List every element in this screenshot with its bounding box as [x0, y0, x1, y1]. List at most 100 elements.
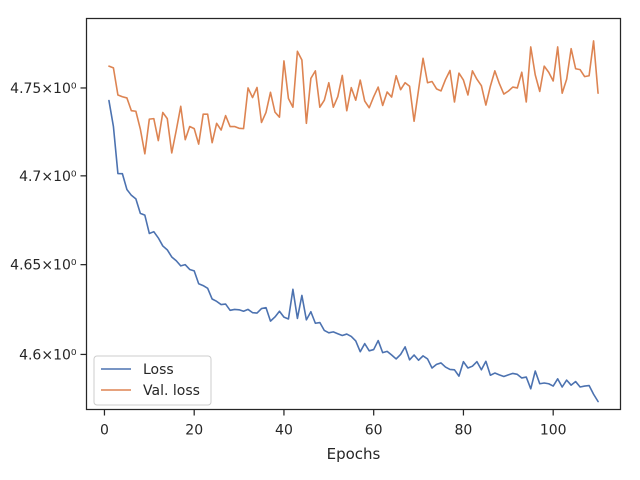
- data-point-val-loss: [426, 82, 428, 84]
- data-point-val-loss: [377, 86, 379, 88]
- data-point-loss: [112, 125, 114, 127]
- data-point-val-loss: [211, 141, 213, 143]
- data-point-loss: [117, 172, 119, 174]
- data-point-val-loss: [224, 114, 226, 116]
- data-point-loss: [220, 303, 222, 305]
- data-point-val-loss: [251, 96, 253, 98]
- data-point-loss: [364, 342, 366, 344]
- data-point-val-loss: [153, 117, 155, 119]
- data-point-val-loss: [480, 84, 482, 86]
- data-point-val-loss: [413, 120, 415, 122]
- data-point-loss: [323, 329, 325, 331]
- data-point-val-loss: [552, 80, 554, 82]
- data-point-loss: [377, 339, 379, 341]
- data-point-loss: [539, 383, 541, 385]
- data-point-loss: [193, 270, 195, 272]
- data-point-loss: [556, 378, 558, 380]
- data-point-loss: [583, 385, 585, 387]
- data-point-val-loss: [323, 99, 325, 101]
- data-point-val-loss: [112, 67, 114, 69]
- data-point-loss: [126, 188, 128, 190]
- x-tick-label: 60: [365, 423, 383, 439]
- data-point-loss: [530, 388, 532, 390]
- data-point-val-loss: [162, 111, 164, 113]
- x-axis-label: Epochs: [327, 445, 381, 463]
- data-point-val-loss: [180, 105, 182, 107]
- data-point-loss: [341, 334, 343, 336]
- data-point-val-loss: [242, 127, 244, 129]
- data-point-loss: [346, 333, 348, 335]
- data-point-val-loss: [431, 80, 433, 82]
- data-point-loss: [440, 362, 442, 364]
- series-layer: [108, 40, 599, 403]
- series-line-val-loss: [108, 40, 599, 155]
- data-point-val-loss: [274, 111, 276, 113]
- data-point-loss: [561, 386, 563, 388]
- data-point-val-loss: [368, 107, 370, 109]
- data-point-val-loss: [238, 127, 240, 129]
- data-point-loss: [166, 249, 168, 251]
- data-point-val-loss: [485, 104, 487, 106]
- data-point-loss: [148, 232, 150, 234]
- data-point-loss: [548, 383, 550, 385]
- data-point-val-loss: [574, 68, 576, 70]
- data-point-loss: [592, 393, 594, 395]
- data-point-val-loss: [108, 65, 110, 67]
- data-point-val-loss: [117, 94, 119, 96]
- data-point-loss: [467, 367, 469, 369]
- data-point-val-loss: [399, 89, 401, 91]
- data-point-val-loss: [458, 72, 460, 74]
- data-point-val-loss: [265, 111, 267, 113]
- data-point-val-loss: [561, 92, 563, 94]
- data-point-loss: [565, 379, 567, 381]
- data-point-loss: [283, 316, 285, 318]
- data-point-loss: [337, 333, 339, 335]
- data-point-loss: [135, 198, 137, 200]
- data-point-loss: [319, 321, 321, 323]
- axes-frame: [85, 17, 622, 411]
- data-point-loss: [597, 400, 599, 402]
- data-point-loss: [462, 360, 464, 362]
- data-point-val-loss: [184, 139, 186, 141]
- data-point-loss: [310, 311, 312, 313]
- data-point-loss: [171, 256, 173, 258]
- data-point-val-loss: [565, 78, 567, 80]
- data-point-loss: [130, 194, 132, 196]
- data-point-loss: [292, 288, 294, 290]
- y-tick-label: 4.6×10⁰: [19, 347, 77, 363]
- data-point-loss: [390, 354, 392, 356]
- data-point-loss: [408, 359, 410, 361]
- data-point-val-loss: [296, 50, 298, 52]
- data-point-val-loss: [301, 59, 303, 61]
- x-tick-label: 0: [100, 423, 109, 439]
- data-point-val-loss: [197, 143, 199, 145]
- data-point-loss: [180, 265, 182, 267]
- data-point-val-loss: [157, 139, 159, 141]
- data-point-val-loss: [597, 92, 599, 94]
- data-point-loss: [328, 332, 330, 334]
- data-point-val-loss: [435, 88, 437, 90]
- data-point-val-loss: [135, 110, 137, 112]
- data-point-val-loss: [193, 127, 195, 129]
- data-point-loss: [274, 316, 276, 318]
- data-point-val-loss: [215, 122, 217, 124]
- data-point-val-loss: [548, 71, 550, 73]
- data-point-val-loss: [206, 113, 208, 115]
- data-point-val-loss: [328, 82, 330, 84]
- data-point-loss: [242, 310, 244, 312]
- data-point-val-loss: [310, 77, 312, 79]
- data-point-loss: [215, 300, 217, 302]
- data-point-loss: [417, 359, 419, 361]
- data-point-loss: [144, 214, 146, 216]
- data-point-val-loss: [417, 89, 419, 91]
- data-point-val-loss: [579, 68, 581, 70]
- data-point-val-loss: [449, 69, 451, 71]
- data-point-val-loss: [588, 75, 590, 77]
- data-point-loss: [139, 212, 141, 214]
- data-point-loss: [305, 319, 307, 321]
- y-tick-label: 4.7×10⁰: [19, 169, 77, 185]
- data-point-loss: [516, 373, 518, 375]
- data-point-loss: [534, 370, 536, 372]
- data-point-val-loss: [346, 110, 348, 112]
- data-point-val-loss: [592, 40, 594, 42]
